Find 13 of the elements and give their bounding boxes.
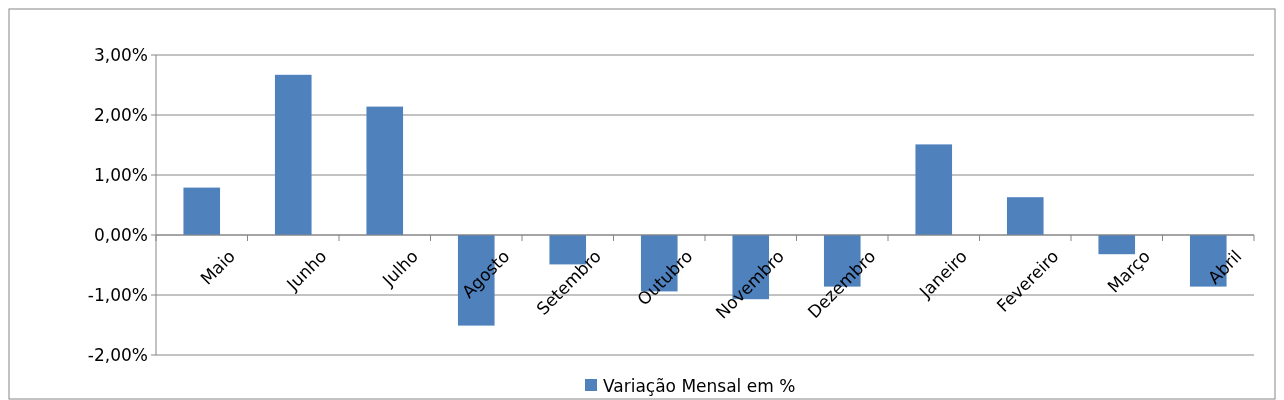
bar xyxy=(274,74,312,235)
bar xyxy=(366,106,404,235)
bar xyxy=(183,187,221,235)
y-tick-label: -1,00% xyxy=(87,284,148,305)
bar xyxy=(1006,197,1044,235)
y-tick-label: 0,00% xyxy=(93,224,148,245)
bar xyxy=(915,144,953,235)
y-tick-label: -2,00% xyxy=(87,344,148,365)
y-tick-label: 2,00% xyxy=(93,104,148,125)
bar xyxy=(1098,235,1136,255)
legend-label: Variação Mensal em % xyxy=(603,375,796,396)
y-tick-label: 1,00% xyxy=(93,164,148,185)
y-tick-label: 3,00% xyxy=(93,44,148,65)
